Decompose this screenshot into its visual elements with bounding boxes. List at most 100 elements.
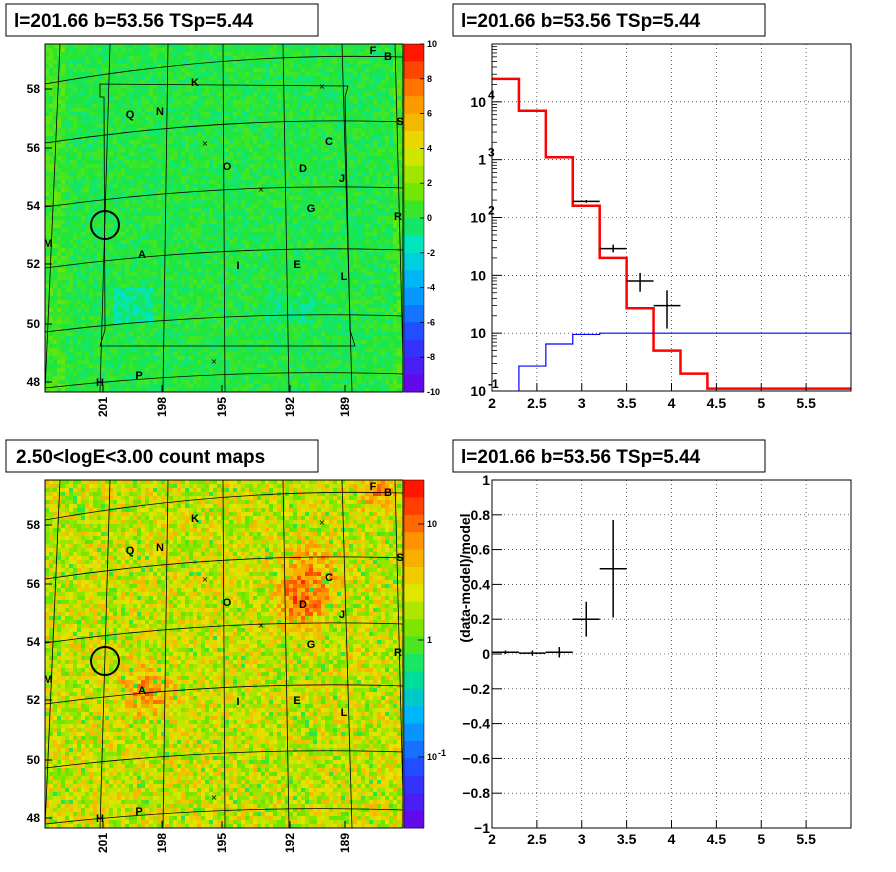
map-pixel [321,176,326,181]
map-pixel [113,172,118,177]
map-pixel [329,204,334,209]
map-pixel [393,216,398,221]
map-pixel [81,180,86,185]
map-pixel [229,236,234,241]
map-pixel [137,56,142,61]
map-pixel [45,224,50,229]
map-pixel [153,260,158,265]
map-pixel [357,192,362,197]
map-pixel [321,116,326,121]
map-pixel [317,220,322,225]
map-pixel [141,200,146,205]
map-pixel [293,168,298,173]
map-pixel [73,80,78,85]
map-pixel [89,100,94,105]
map-pixel [325,60,330,65]
map-pixel [157,184,162,189]
map-pixel [305,240,310,245]
map-pixel [49,216,54,221]
map-pixel [305,260,310,265]
map-pixel [69,92,74,97]
map-pixel [337,200,342,205]
map-pixel [69,44,74,49]
map-pixel [193,192,198,197]
map-pixel [365,180,370,185]
map-pixel [93,68,98,73]
map-pixel [233,220,238,225]
map-pixel [309,212,314,217]
map-pixel [105,224,110,229]
map-pixel [393,84,398,89]
map-pixel [145,84,150,89]
map-pixel [273,152,278,157]
map-pixel [229,152,234,157]
map-pixel [193,128,198,133]
map-pixel [381,164,386,169]
map-pixel [297,204,302,209]
map-pixel [149,84,154,89]
map-pixel [141,236,146,241]
map-pixel [117,244,122,249]
map-pixel [281,232,286,237]
map-pixel [189,148,194,153]
map-pixel [117,248,122,253]
map-pixel [109,216,114,221]
map-pixel [277,240,282,245]
map-pixel [349,224,354,229]
map-pixel [305,188,310,193]
map-pixel [285,76,290,81]
map-pixel [237,252,242,257]
map-pixel [109,140,114,145]
map-pixel [161,200,166,205]
map-pixel [249,72,254,77]
map-pixel [61,72,66,77]
map-pixel [373,248,378,253]
map-pixel [101,96,106,101]
map-pixel [201,204,206,209]
map-pixel [293,204,298,209]
map-pixel [369,244,374,249]
map-pixel [333,260,338,265]
map-pixel [397,228,402,233]
map-pixel [193,64,198,69]
map-pixel [333,240,338,245]
map-pixel [189,164,194,169]
map-pixel [273,108,278,113]
map-pixel [213,96,218,101]
map-pixel [49,184,54,189]
map-pixel [189,76,194,81]
map-pixel [81,160,86,165]
map-pixel [397,236,402,241]
map-pixel [297,152,302,157]
map-pixel [381,140,386,145]
map-pixel [281,136,286,141]
map-pixel [385,232,390,237]
map-pixel [169,48,174,53]
map-pixel [217,164,222,169]
map-pixel [157,136,162,141]
map-pixel [189,140,194,145]
map-pixel [297,164,302,169]
map-pixel [197,244,202,249]
map-pixel [317,52,322,57]
map-pixel [253,244,258,249]
map-pixel [301,232,306,237]
map-pixel [353,156,358,161]
map-pixel [369,200,374,205]
map-pixel [349,48,354,53]
map-pixel [265,108,270,113]
map-pixel [313,68,318,73]
map-pixel [245,212,250,217]
map-pixel [197,76,202,81]
map-pixel [241,120,246,125]
map-pixel [161,160,166,165]
map-pixel [125,60,130,65]
map-pixel [221,176,226,181]
map-pixel [325,240,330,245]
map-pixel [153,176,158,181]
map-pixel [293,220,298,225]
map-pixel [185,164,190,169]
map-pixel [377,44,382,49]
map-pixel [185,144,190,149]
map-pixel [293,64,298,69]
